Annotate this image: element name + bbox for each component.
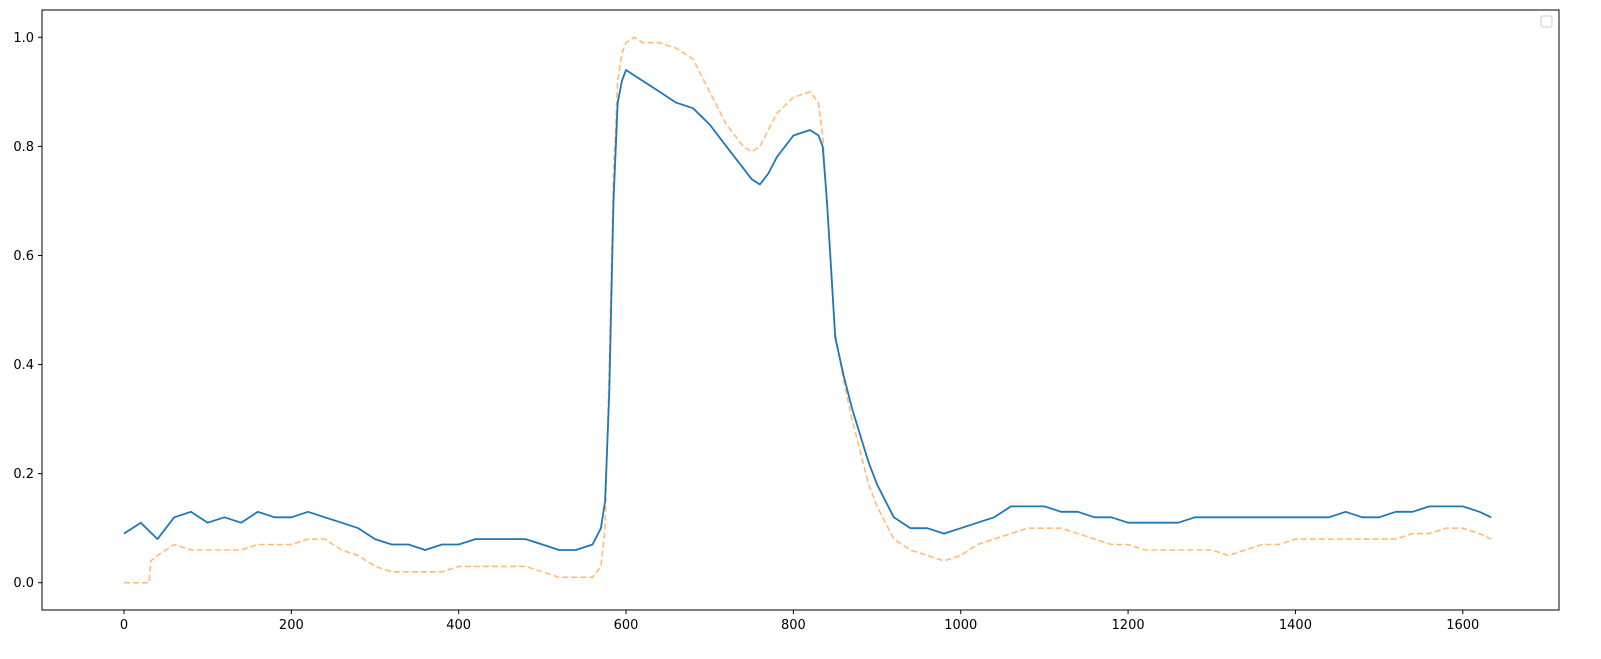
x-tick-label: 400 bbox=[446, 618, 471, 633]
x-tick-label: 0 bbox=[120, 618, 128, 633]
y-axis: 0.0 0.2 0.4 0.6 0.8 1.0 bbox=[13, 31, 42, 591]
y-tick-label: 0.6 bbox=[13, 249, 34, 264]
y-tick-label: 0.2 bbox=[13, 467, 34, 482]
y-tick-label: 0.0 bbox=[13, 576, 34, 591]
series-line-solid bbox=[123, 69, 1492, 551]
x-tick-label: 200 bbox=[279, 618, 304, 633]
y-tick-label: 0.4 bbox=[13, 358, 34, 373]
series-layer bbox=[123, 36, 1492, 584]
y-tick-label: 1.0 bbox=[13, 31, 34, 46]
x-tick-label: 1600 bbox=[1446, 618, 1479, 633]
legend-box bbox=[1540, 15, 1553, 28]
y-tick-label: 0.8 bbox=[13, 140, 34, 155]
x-tick-label: 1000 bbox=[944, 618, 977, 633]
x-tick-label: 1400 bbox=[1279, 618, 1312, 633]
series-line-dashed bbox=[124, 36, 1492, 584]
x-tick-label: 800 bbox=[781, 618, 806, 633]
x-axis: 0 200 400 600 800 1000 1200 1400 1600 bbox=[120, 610, 1479, 633]
axes-frame bbox=[41, 9, 1560, 611]
x-tick-label: 1200 bbox=[1112, 618, 1145, 633]
x-tick-label: 600 bbox=[614, 618, 639, 633]
